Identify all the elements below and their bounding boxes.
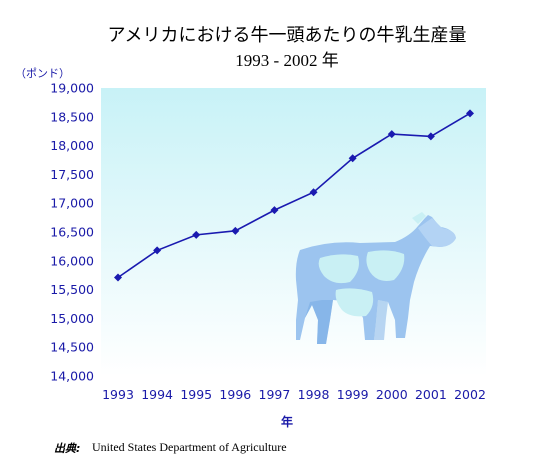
series-line	[117, 112, 471, 279]
y-tick-label: 15,000	[50, 311, 94, 326]
x-tick-label: 2000	[376, 387, 408, 402]
y-tick-label: 16,000	[50, 253, 94, 268]
data-point-marker	[231, 226, 240, 235]
data-point-marker	[114, 273, 122, 282]
y-tick-label: 18,500	[50, 109, 94, 124]
data-point-marker	[192, 230, 201, 239]
y-tick-label: 18,000	[50, 138, 94, 153]
y-tick-label: 16,500	[50, 225, 94, 240]
data-point-marker	[270, 206, 279, 215]
data-point-marker	[153, 246, 162, 255]
y-axis-unit-label: （ポンド）	[15, 67, 70, 80]
x-tick-label: 1998	[298, 387, 330, 402]
data-point-marker	[426, 132, 435, 141]
y-tick-label: 17,500	[50, 167, 94, 182]
source-value: United States Department of Agriculture	[92, 440, 287, 454]
y-tick-label: 17,000	[50, 196, 94, 211]
y-tick-label: 14,500	[50, 340, 94, 355]
x-tick-label: 1996	[219, 387, 251, 402]
chart-subtitle: 1993 - 2002 年	[235, 51, 338, 70]
data-point-marker	[309, 188, 318, 197]
source-label: 出典:	[54, 442, 81, 455]
chart-title: アメリカにおける牛一頭あたりの牛乳生産量	[107, 25, 466, 46]
y-tick-label: 15,500	[50, 282, 94, 297]
x-tick-label: 1994	[141, 387, 173, 402]
data-point-marker	[348, 154, 357, 163]
data-point-marker	[387, 130, 396, 139]
x-tick-label: 1993	[102, 387, 134, 402]
cow-icon	[295, 212, 456, 344]
data-point-marker	[466, 109, 474, 118]
y-tick-label: 19,000	[50, 81, 94, 96]
x-tick-label: 1995	[180, 387, 212, 402]
x-tick-label: 2002	[454, 387, 486, 402]
x-tick-label: 1999	[337, 387, 369, 402]
y-tick-label: 14,000	[50, 369, 94, 384]
x-axis-label: 年	[281, 414, 293, 429]
x-tick-label: 1997	[259, 387, 291, 402]
x-tick-label: 2001	[415, 387, 447, 402]
